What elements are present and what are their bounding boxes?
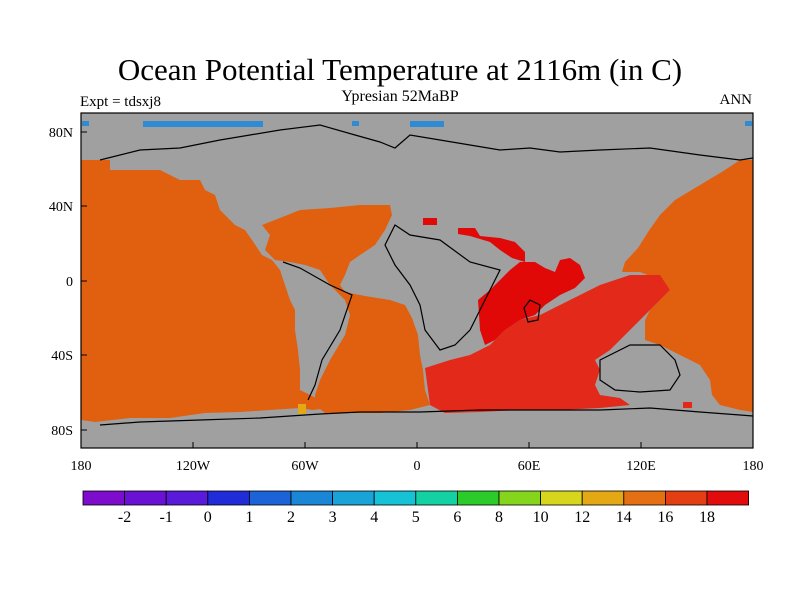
lon-label: 180 xyxy=(71,459,92,474)
map-subtitle: Ypresian 52MaBP xyxy=(341,88,459,105)
lon-label: 120E xyxy=(626,459,656,474)
ocean-pacific-west xyxy=(81,160,332,422)
lon-label: 120W xyxy=(176,459,211,474)
ocean-indian-hot xyxy=(478,258,585,345)
lon-label: 0 xyxy=(414,459,421,474)
lat-label: 40N xyxy=(49,200,73,215)
ocean-pacific-east xyxy=(622,160,753,412)
map-panel xyxy=(80,112,754,449)
colorbar-label: 16 xyxy=(657,509,673,526)
ocean-atlantic xyxy=(262,205,430,413)
colorbar-swatch xyxy=(82,490,125,506)
colorbar-swatch xyxy=(415,490,458,506)
lat-label: 80N xyxy=(49,126,73,141)
colorbar-swatch xyxy=(706,490,749,506)
lat-label: 80S xyxy=(51,424,73,439)
colorbar-label: 12 xyxy=(574,509,590,526)
ocean-small-patch xyxy=(683,402,692,408)
colorbar-label: 5 xyxy=(412,509,420,526)
colorbar-label: 6 xyxy=(453,509,461,526)
lat-labels: 80N 40N 0 40S 80S xyxy=(49,126,73,439)
ocean-southern xyxy=(425,275,670,413)
colorbar-swatch xyxy=(290,490,333,506)
cold-strip-2 xyxy=(143,121,263,127)
colorbar: -2 -1 0 1 2 3 4 5 6 8 10 12 14 16 18 xyxy=(82,490,749,526)
experiment-label: Expt = tdsxj8 xyxy=(80,94,161,110)
colorbar-swatch xyxy=(498,490,541,506)
cold-strip-3 xyxy=(352,121,359,126)
colorbar-swatch xyxy=(124,490,167,506)
colorbar-label: 0 xyxy=(204,509,212,526)
cold-strip-4 xyxy=(410,121,444,127)
lon-label: 60W xyxy=(291,459,319,474)
period-label: ANN xyxy=(719,92,753,108)
ocean-tethys-patch xyxy=(423,218,437,225)
cold-strip-5 xyxy=(745,121,752,126)
colorbar-swatch xyxy=(456,490,500,506)
colorbar-swatch xyxy=(581,490,625,506)
map-title: Ocean Potential Temperature at 2116m (in… xyxy=(117,52,683,87)
cold-strip-1 xyxy=(82,121,89,126)
colorbar-swatch xyxy=(540,490,583,506)
colorbar-label: 18 xyxy=(699,509,715,526)
colorbar-swatch xyxy=(248,490,292,506)
lon-label: 60E xyxy=(518,459,541,474)
colorbar-label: 10 xyxy=(533,509,549,526)
colorbar-swatch xyxy=(207,490,250,506)
colorbar-swatch xyxy=(665,490,708,506)
colorbar-label: -1 xyxy=(160,509,173,526)
colorbar-label: 14 xyxy=(616,509,632,526)
colorbar-swatch xyxy=(623,490,666,506)
colorbar-label: -2 xyxy=(118,509,131,526)
colorbar-swatch xyxy=(373,490,417,506)
lat-label: 0 xyxy=(66,275,73,290)
coastlines xyxy=(99,124,754,426)
colorbar-label: 2 xyxy=(287,509,295,526)
tick-marks xyxy=(80,131,754,448)
colorbar-label: 3 xyxy=(329,509,337,526)
colorbar-swatch xyxy=(165,490,209,506)
colorbar-label: 1 xyxy=(245,509,253,526)
ocean-tethys-hot xyxy=(458,228,525,262)
lon-labels: 180 120W 60W 0 60E 120E 180 xyxy=(71,459,764,474)
colorbar-label: 4 xyxy=(370,509,378,526)
colorbar-swatch xyxy=(332,490,375,506)
lat-label: 40S xyxy=(51,349,73,364)
ocean-yellow-patch xyxy=(298,404,306,414)
colorbar-label: 8 xyxy=(495,509,503,526)
lon-label: 180 xyxy=(743,459,764,474)
